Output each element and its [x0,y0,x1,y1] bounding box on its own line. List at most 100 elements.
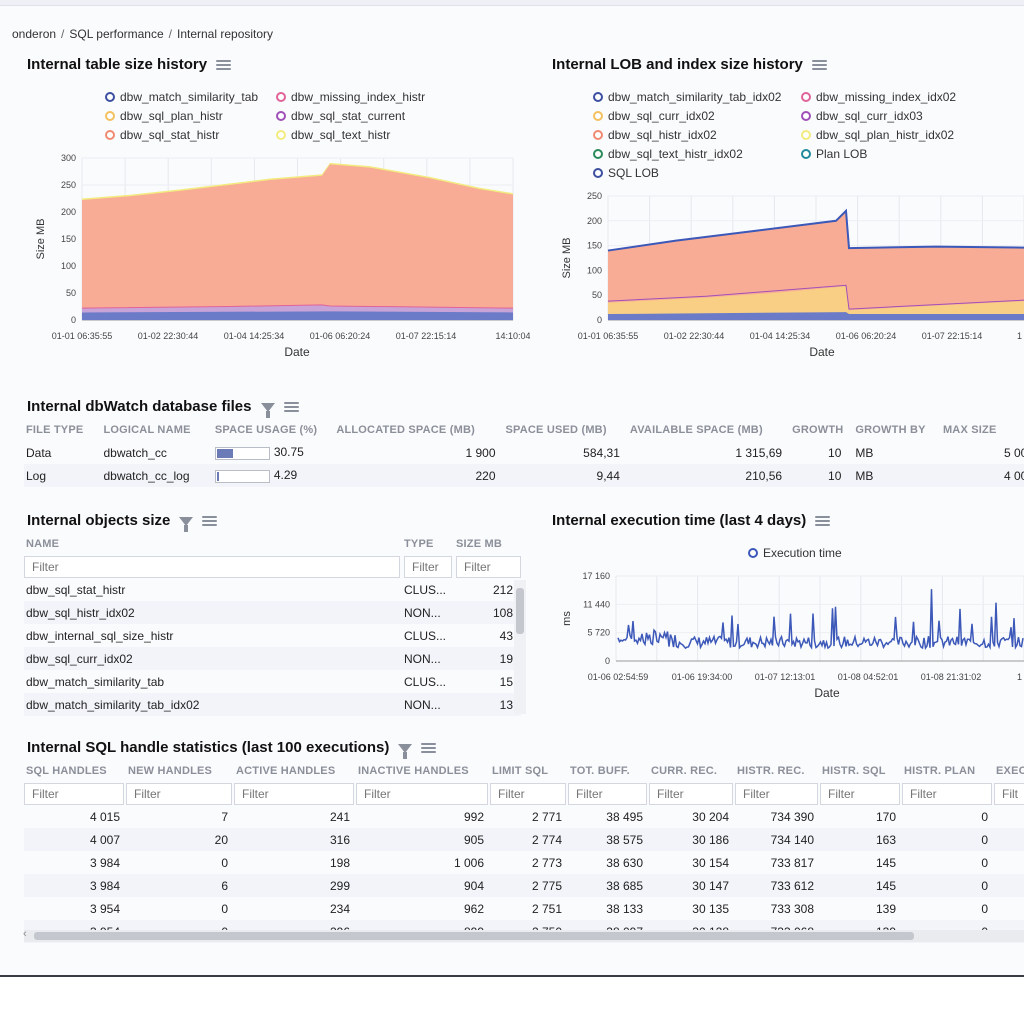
breadcrumb-item-server[interactable]: onderon [12,27,57,41]
table-row[interactable]: dbw_sql_stat_histr CLUS... 212 [24,578,521,601]
objects-filter-icon[interactable] [179,517,194,532]
cell-active-handles: 234 [329,901,350,916]
col-name[interactable]: NAME [26,538,60,550]
col-growth-by[interactable]: GROWTH BY [855,424,926,436]
handles-scrollbar-thumb[interactable] [34,932,914,940]
filter-exec-input[interactable] [994,782,1024,805]
filter-curr-rec-input[interactable] [649,782,733,805]
col-inactive-handles[interactable]: INACTIVE HANDLES [358,765,469,777]
exec-time-menu-icon[interactable] [815,515,831,526]
handles-filter-icon[interactable] [398,744,413,759]
legend-item-sql-lob[interactable]: SQL LOB [593,166,659,180]
col-size-mb[interactable]: SIZE MB [456,538,503,550]
legend-item-dbw-sql-histr-idx02[interactable]: dbw_sql_histr_idx02 [593,128,717,142]
objects-menu-icon[interactable] [202,515,218,526]
legend-item-plan-lob[interactable]: Plan LOB [801,147,867,161]
table-row[interactable]: dbw_sql_curr_idx02 NON... 19 [24,647,521,670]
legend-marker-icon [276,130,286,140]
cell-file-type: Data [26,445,52,460]
col-sql-handles[interactable]: SQL HANDLES [26,765,107,777]
legend-item-dbw-sql-stat-histr[interactable]: dbw_sql_stat_histr [105,128,219,142]
col-file-type[interactable]: FILE TYPE [26,424,84,436]
col-type[interactable]: TYPE [404,538,434,550]
objects-scrollbar[interactable] [514,580,526,714]
table-size-menu-icon[interactable] [216,59,232,70]
col-limit-sql[interactable]: LIMIT SQL [492,765,549,777]
y-tick-label: 100 [587,265,602,275]
size-filter-input[interactable] [456,555,521,578]
col-space-used[interactable]: SPACE USED (MB) [505,424,607,436]
cell-exec [994,874,1024,897]
lob-size-menu-icon[interactable] [811,59,827,70]
cell-space-usage: 4.29 [214,464,337,487]
col-growth[interactable]: GROWTH [792,424,844,436]
legend-item-dbw-sql-stat-current[interactable]: dbw_sql_stat_current [276,109,405,123]
db-files-menu-icon[interactable] [283,401,299,412]
legend-item-dbw-sql-curr-idx02[interactable]: dbw_sql_curr_idx02 [593,109,715,123]
objects-scrollbar-thumb[interactable] [516,588,524,634]
name-filter-input[interactable] [24,555,400,578]
table-row[interactable]: dbw_match_similarity_tab CLUS... 15 [24,670,521,693]
cell-inactive-handles: 904 [356,874,490,897]
breadcrumb-item-sql-performance[interactable]: SQL performance [69,27,164,41]
db-files-filter-icon[interactable] [260,403,275,418]
y-tick-label: 50 [592,290,602,300]
col-histr-rec[interactable]: HISTR. REC. [737,765,805,777]
cell-active-handles: 299 [234,874,356,897]
table-row[interactable]: Data dbwatch_cc 30.75 1 900 584,31 1 315,69 10… [24,441,1024,464]
col-allocated-space[interactable]: ALLOCATED SPACE (MB) [336,424,475,436]
legend-item-dbw-sql-text-histr-idx02[interactable]: dbw_sql_text_histr_idx02 [593,147,743,161]
handles-menu-icon[interactable] [421,742,437,753]
table-row[interactable]: Log dbwatch_cc_log 4.29 220 9,44 210,56 10 MB 4 … [24,464,1024,487]
table-row[interactable]: 3 984 6 299 904 2 775 38 685 30 147 733 612 145 0 [24,874,1024,897]
col-max-size[interactable]: MAX SIZE [942,424,997,436]
usage-bar [214,469,270,483]
legend-item-dbw-sql-plan-histr-idx02[interactable]: dbw_sql_plan_histr_idx02 [801,128,954,142]
scroll-left-icon[interactable]: ‹ [23,928,27,940]
col-active-handles[interactable]: ACTIVE HANDLES [236,765,336,777]
x-tick-label: 01-01 06:35:55 [578,331,639,341]
filter-histr-sql-input[interactable] [820,782,900,805]
filter-limit-sql-input[interactable] [490,782,566,805]
table-row[interactable]: 3 984 0 198 1 006 2 773 38 630 30 154 733 817 14… [24,851,1024,874]
table-row[interactable]: dbw_sql_histr_idx02 NON... 108 [24,601,521,624]
legend-item-dbw-match-similarity-tab-idx02[interactable]: dbw_match_similarity_tab_idx02 [593,90,781,104]
table-row[interactable]: 3 954 0 234 962 2 751 38 133 30 135 733 308 139 0 [24,897,1024,920]
legend-label: dbw_match_similarity_tab [120,90,259,104]
col-available-space[interactable]: AVAILABLE SPACE (MB) [629,424,763,436]
legend-item-dbw-match-similarity-tab[interactable]: dbw_match_similarity_tab [105,90,258,104]
cell-histr-plan: 0 [902,874,994,897]
col-histr-plan[interactable]: HISTR. PLAN [904,765,976,777]
col-space-usage[interactable]: SPACE USAGE (%) [214,424,318,436]
handles-horizontal-scrollbar[interactable]: ‹ [23,928,1024,942]
legend-item-dbw-missing-index-histr[interactable]: dbw_missing_index_histr [276,90,425,104]
table-row[interactable]: 4 015 7 241 992 2 771 38 495 30 204 734 390 170 0 [24,805,1024,828]
filter-sql-handles-input[interactable] [24,782,124,805]
filter-inactive-handles-input[interactable] [356,782,488,805]
col-new-handles[interactable]: NEW HANDLES [128,765,213,777]
legend-item-execution-time[interactable]: Execution time [748,546,842,560]
cell-curr-rec: 30 147 [649,874,735,897]
type-filter-input[interactable] [404,555,452,578]
filter-tot-buff-input[interactable] [568,782,647,805]
exec-time-legend: Execution time [748,546,948,564]
legend-item-dbw-sql-plan-histr[interactable]: dbw_sql_plan_histr [105,109,223,123]
legend-item-dbw-missing-index-idx02[interactable]: dbw_missing_index_idx02 [801,90,956,104]
col-tot-buff[interactable]: TOT. BUFF. [570,765,630,777]
col-exec[interactable]: EXEC [996,765,1024,777]
x-tick-label: 01-06 02:54:59 [588,672,649,682]
legend-item-dbw-sql-text-histr[interactable]: dbw_sql_text_histr [276,128,390,142]
table-row[interactable]: 4 007 20 316 905 2 774 38 575 30 186 734 140 163… [24,828,1024,851]
table-row[interactable]: dbw_internal_sql_size_histr CLUS... 43 [24,624,521,647]
x-tick-label: 01-08 21:31:02 [921,672,982,682]
legend-item-dbw-sql-curr-idx03[interactable]: dbw_sql_curr_idx03 [801,109,923,123]
col-curr-rec[interactable]: CURR. REC. [651,765,718,777]
table-row[interactable]: dbw_match_similarity_tab_idx02 NON... 13 [24,693,521,716]
filter-new-handles-input[interactable] [126,782,232,805]
cell-tot-buff: 38 495 [606,809,643,824]
col-logical-name[interactable]: LOGICAL NAME [103,424,191,436]
filter-active-handles-input[interactable] [234,782,354,805]
filter-histr-plan-input[interactable] [902,782,992,805]
col-histr-sql[interactable]: HISTR. SQL [822,765,886,777]
filter-histr-rec-input[interactable] [735,782,818,805]
